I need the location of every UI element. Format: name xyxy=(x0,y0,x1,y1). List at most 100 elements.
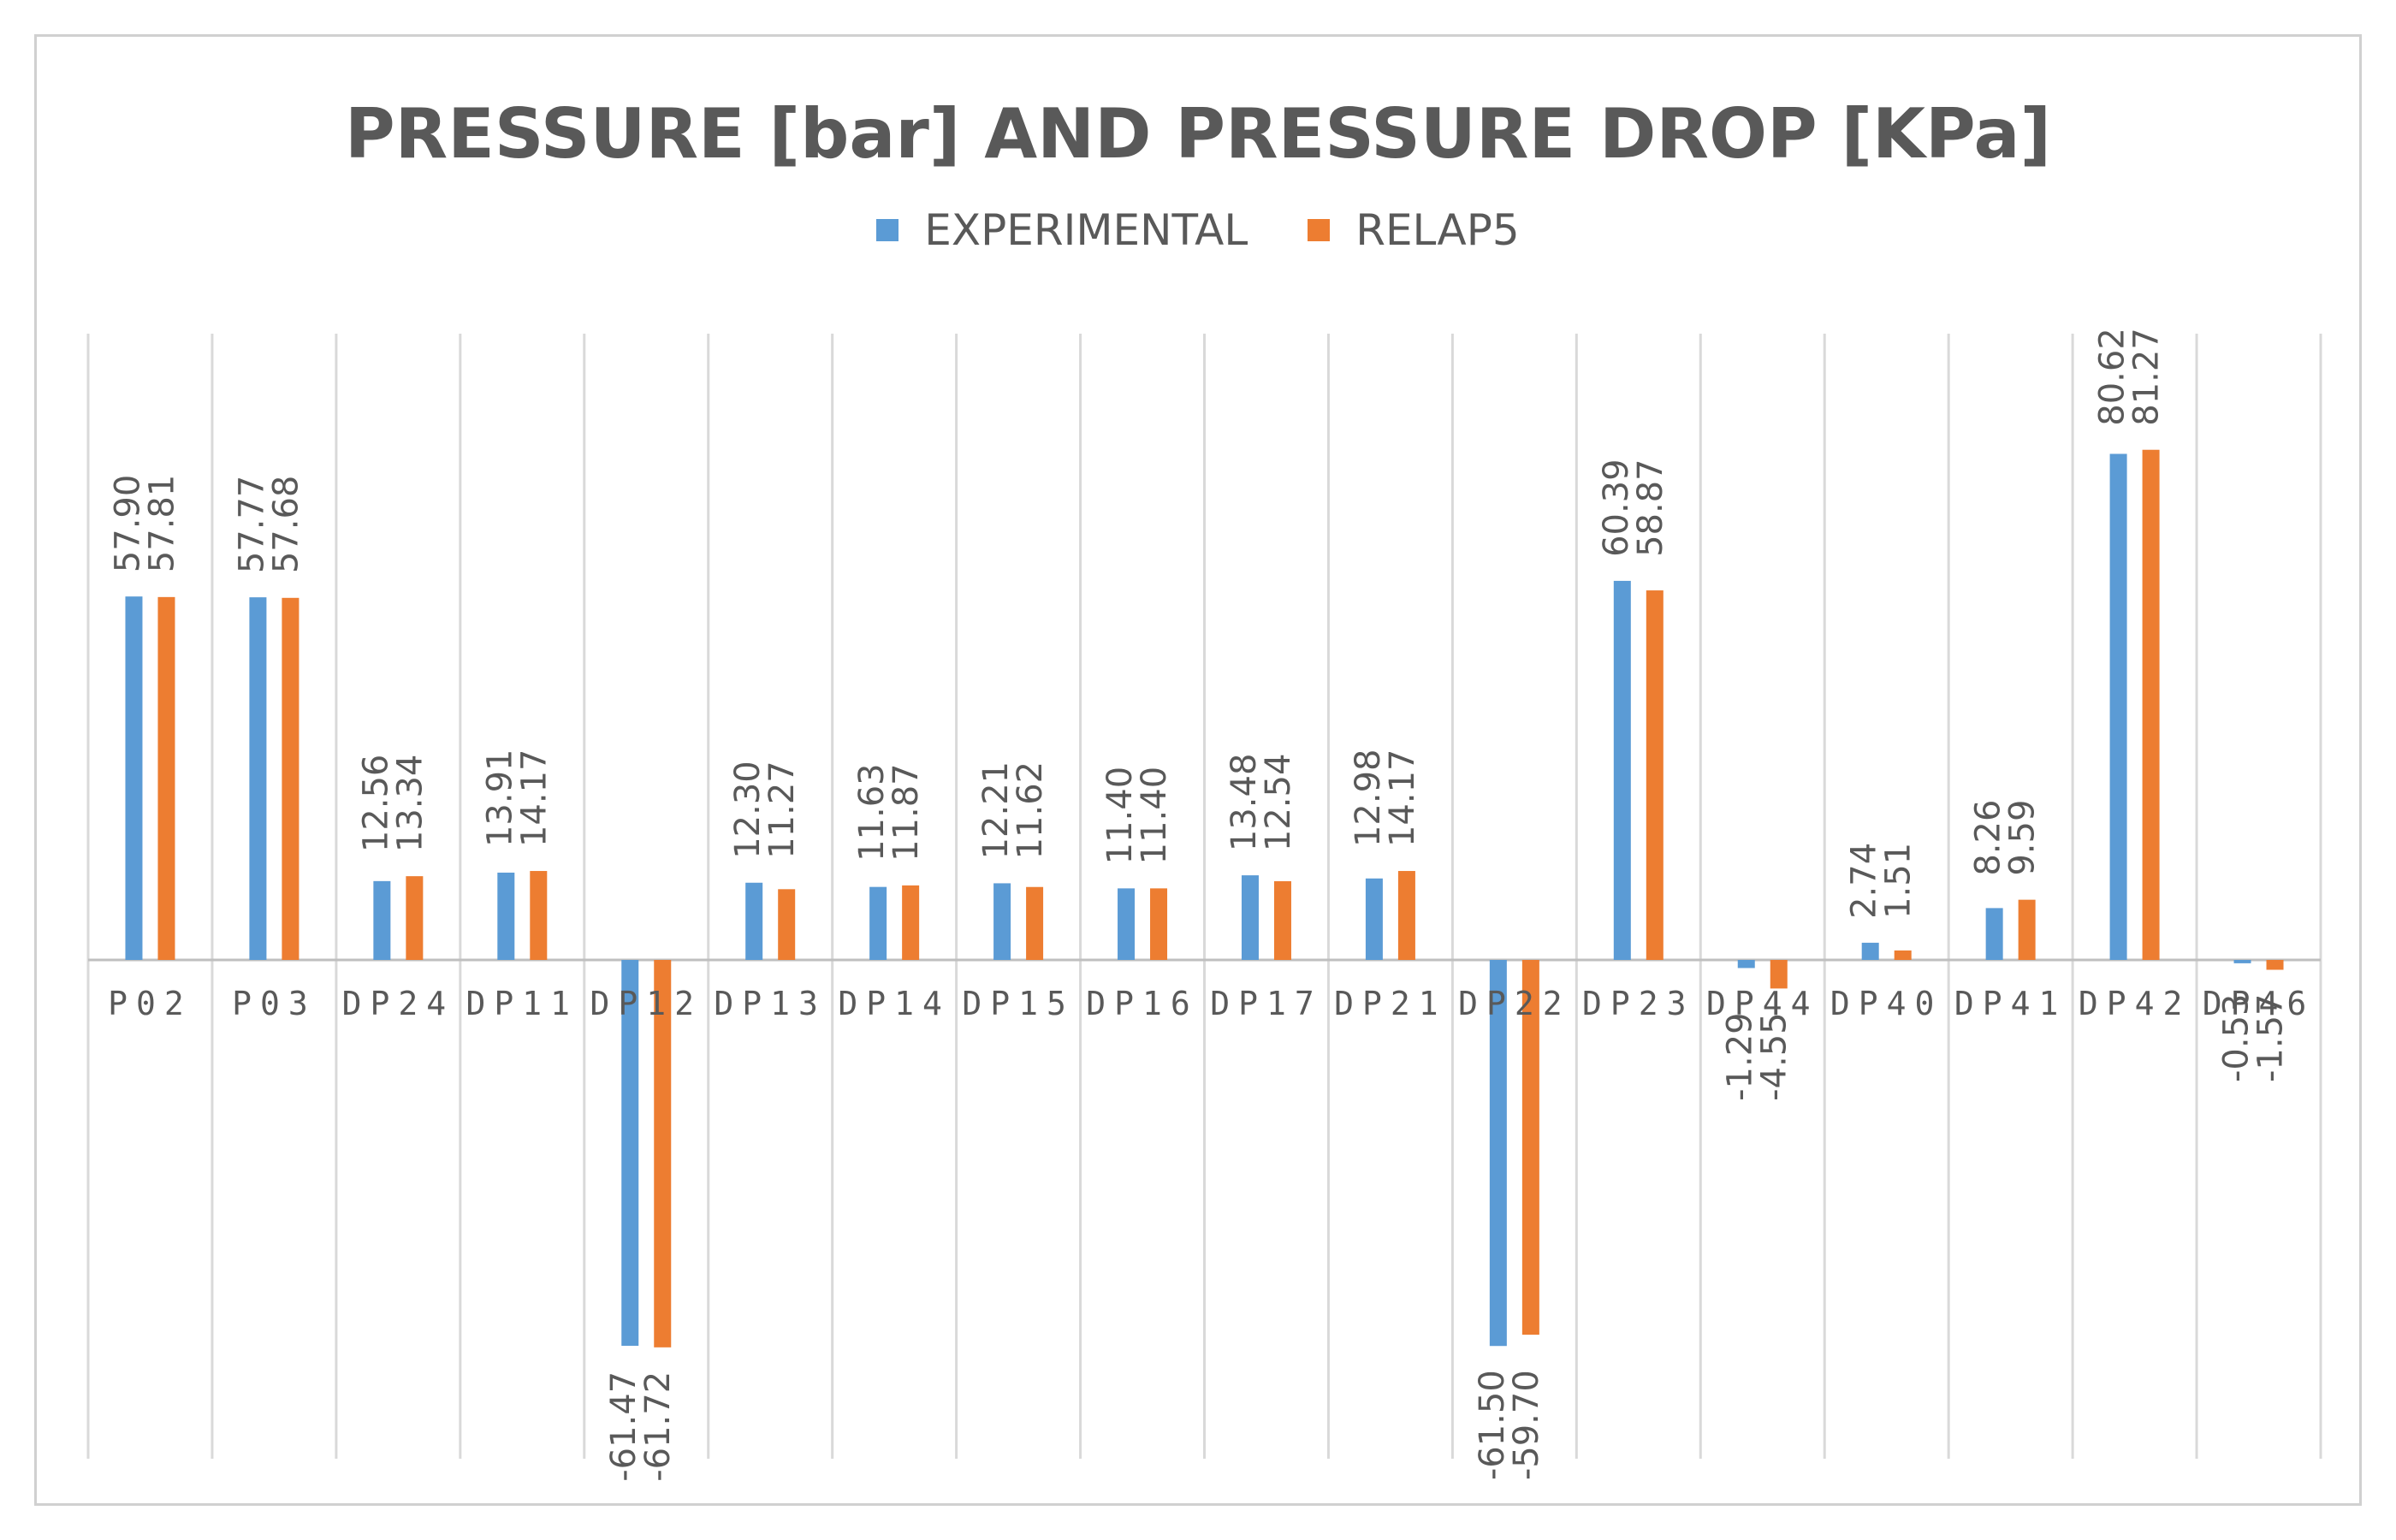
bar-experimental-dp11 xyxy=(497,872,515,960)
data-label-experimental-dp40: 2.74 xyxy=(1845,843,1884,919)
tick-label-dp15: DP15 xyxy=(962,985,1075,1022)
tick-label-dp23: DP23 xyxy=(1582,985,1695,1022)
bar-relap5-dp24 xyxy=(406,876,424,960)
legend-label-relap5: RELAP5 xyxy=(1355,205,1520,255)
tick-label-dp40: DP40 xyxy=(1830,985,1943,1022)
data-label-experimental-dp41: 8.26 xyxy=(1969,800,2008,876)
bar-relap5-dp12 xyxy=(654,960,672,1348)
tick-label-dp24: DP24 xyxy=(342,985,455,1022)
data-label-experimental-p03: 57.77 xyxy=(232,476,271,574)
bar-relap5-dp13 xyxy=(778,889,796,960)
data-label-relap5-dp41: 9.59 xyxy=(2003,800,2043,876)
bar-experimental-p03 xyxy=(249,597,267,960)
legend-swatch-experimental xyxy=(876,219,899,241)
data-label-experimental-dp13: 12.30 xyxy=(728,761,768,859)
tick-label-dp46: DP46 xyxy=(2203,985,2316,1022)
data-label-experimental-dp46: -0.53 xyxy=(2217,994,2257,1083)
data-label-experimental-dp11: 13.91 xyxy=(480,749,519,848)
data-label-experimental-dp12: -61.47 xyxy=(604,1371,643,1482)
tick-label-dp11: DP11 xyxy=(466,985,579,1022)
bar-experimental-dp17 xyxy=(1241,875,1259,960)
tick-label-dp21: DP21 xyxy=(1334,985,1447,1022)
tick-label-dp44: DP44 xyxy=(1706,985,1819,1022)
data-label-relap5-dp44: -4.55 xyxy=(1755,1012,1794,1101)
bar-relap5-dp41 xyxy=(2018,899,2036,960)
tick-label-dp41: DP41 xyxy=(1954,985,2067,1022)
data-label-relap5-dp13: 11.27 xyxy=(762,761,802,859)
bar-experimental-dp46 xyxy=(2233,960,2251,963)
bar-relap5-dp16 xyxy=(1150,888,1168,960)
bar-experimental-dp41 xyxy=(1985,908,2003,960)
bar-experimental-dp12 xyxy=(621,960,639,1347)
bar-relap5-dp22 xyxy=(1521,960,1539,1336)
bar-relap5-dp21 xyxy=(1397,871,1415,960)
bar-experimental-dp22 xyxy=(1489,960,1507,1347)
bar-experimental-dp16 xyxy=(1118,888,1136,960)
bar-relap5-dp15 xyxy=(1026,886,1044,960)
bar-relap5-dp44 xyxy=(1770,960,1788,989)
bar-relap5-dp23 xyxy=(1646,590,1664,960)
legend-swatch-relap5 xyxy=(1308,219,1331,241)
tick-label-dp14: DP14 xyxy=(838,985,951,1022)
data-label-relap5-dp15: 11.62 xyxy=(1011,761,1050,860)
data-label-experimental-dp15: 12.21 xyxy=(976,761,1016,860)
tick-label-dp12: DP12 xyxy=(590,985,703,1022)
data-label-relap5-dp23: 58.87 xyxy=(1631,459,1670,557)
data-label-relap5-dp11: 14.17 xyxy=(514,749,554,848)
bar-experimental-dp23 xyxy=(1613,580,1631,960)
bar-experimental-dp13 xyxy=(745,882,763,960)
bar-relap5-dp46 xyxy=(2266,960,2284,970)
data-label-experimental-p02: 57.90 xyxy=(108,475,147,573)
bar-relap5-dp40 xyxy=(1894,950,1912,960)
bar-relap5-dp42 xyxy=(2142,449,2160,960)
bar-experimental-dp14 xyxy=(869,886,887,960)
chart-title: PRESSURE [bar] AND PRESSURE DROP [KPa] xyxy=(344,94,2052,174)
data-label-experimental-dp24: 12.56 xyxy=(356,755,395,853)
bar-experimental-dp15 xyxy=(993,883,1011,960)
tick-label-dp17: DP17 xyxy=(1210,985,1323,1022)
tick-label-dp16: DP16 xyxy=(1086,985,1199,1022)
data-label-experimental-dp42: 80.62 xyxy=(2093,328,2132,426)
bar-relap5-dp17 xyxy=(1273,880,1291,960)
data-label-relap5-dp17: 12.54 xyxy=(1259,754,1298,852)
data-label-relap5-p02: 57.81 xyxy=(142,475,181,573)
tick-label-dp22: DP22 xyxy=(1458,985,1571,1022)
data-label-relap5-dp46: -1.57 xyxy=(2251,994,2291,1083)
data-label-experimental-dp44: -1.29 xyxy=(1721,1012,1760,1101)
bar-relap5-p02 xyxy=(157,596,175,960)
data-label-relap5-dp16: 11.40 xyxy=(1135,767,1174,865)
data-label-relap5-dp14: 11.87 xyxy=(887,763,926,862)
data-label-experimental-dp16: 11.40 xyxy=(1100,767,1140,865)
legend-label-experimental: EXPERIMENTAL xyxy=(924,205,1248,255)
data-label-relap5-dp12: -61.72 xyxy=(638,1371,678,1482)
data-label-experimental-dp22: -61.50 xyxy=(1473,1370,1512,1480)
bar-relap5-dp14 xyxy=(902,885,920,960)
bar-experimental-dp40 xyxy=(1861,942,1879,960)
bar-relap5-p03 xyxy=(282,597,300,960)
bar-experimental-dp42 xyxy=(2109,453,2127,960)
legend: EXPERIMENTAL RELAP5 xyxy=(0,205,2396,255)
data-label-relap5-dp22: -59.70 xyxy=(1507,1370,1546,1480)
data-label-relap5-dp24: 13.34 xyxy=(390,755,430,853)
tick-label-p03: P03 xyxy=(232,985,317,1022)
bar-relap5-dp11 xyxy=(530,871,548,960)
bar-experimental-dp24 xyxy=(373,880,391,960)
data-label-experimental-dp17: 13.48 xyxy=(1225,754,1264,852)
bar-experimental-dp21 xyxy=(1365,878,1383,960)
data-label-experimental-dp23: 60.39 xyxy=(1597,459,1636,557)
bar-experimental-dp44 xyxy=(1737,960,1755,968)
tick-label-dp42: DP42 xyxy=(2079,985,2191,1022)
data-label-relap5-dp42: 81.27 xyxy=(2127,328,2167,426)
chart-frame xyxy=(34,34,2362,1506)
legend-entry-relap5: RELAP5 xyxy=(1308,205,1520,255)
bar-experimental-p02 xyxy=(125,596,143,960)
tick-label-dp13: DP13 xyxy=(714,985,827,1022)
data-label-experimental-dp14: 11.63 xyxy=(852,763,892,862)
data-label-relap5-dp40: 1.51 xyxy=(1879,843,1919,919)
data-label-experimental-dp21: 12.98 xyxy=(1349,749,1388,848)
tick-label-p02: P02 xyxy=(108,985,193,1022)
data-label-relap5-dp21: 14.17 xyxy=(1383,749,1422,848)
legend-entry-experimental: EXPERIMENTAL xyxy=(876,205,1248,255)
data-label-relap5-p03: 57.68 xyxy=(266,476,305,574)
